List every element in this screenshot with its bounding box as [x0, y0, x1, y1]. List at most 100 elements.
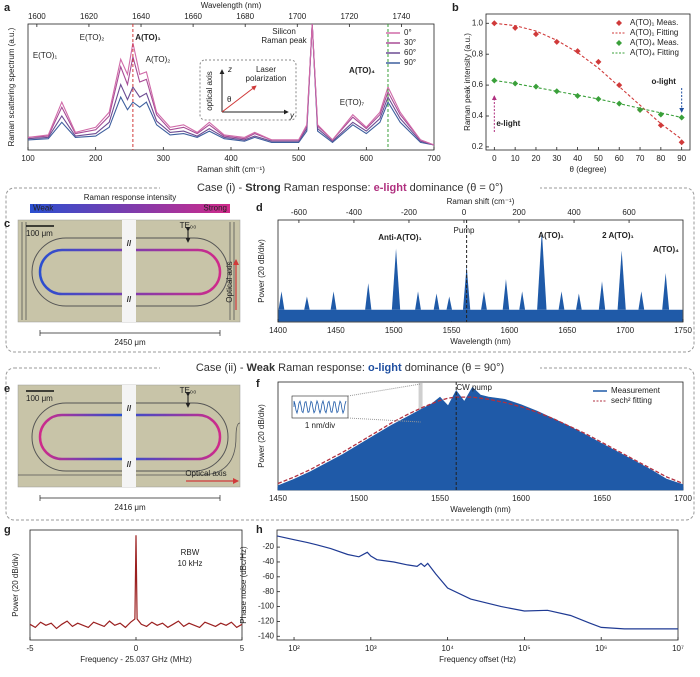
- gap: [122, 220, 136, 322]
- legend-label: A(TO)₄ Fitting: [630, 48, 679, 57]
- data-point: [657, 122, 664, 129]
- trace: [276, 535, 678, 630]
- data-point: [595, 58, 602, 65]
- case-part: Case (i) -: [197, 182, 245, 194]
- trace: [29, 535, 243, 630]
- axis-label: Optical axis: [185, 469, 226, 478]
- case-part: Strong: [245, 182, 280, 194]
- panel-letter: c: [4, 218, 10, 230]
- data-point: [616, 82, 623, 89]
- x-tick-label: 200: [89, 154, 103, 163]
- x-tick-label: 0: [134, 644, 139, 653]
- comb-line: [502, 279, 510, 310]
- y-axis-label: Raman peak intensity (a.u.): [463, 33, 472, 131]
- comb-line: [365, 283, 372, 310]
- scale-label: 100 μm: [26, 229, 53, 238]
- comb-line: [481, 291, 487, 310]
- y-tick-label: 0.8: [472, 49, 484, 58]
- case-part: o-light: [368, 362, 402, 374]
- comb-line: [304, 296, 310, 310]
- x-tick-label: 600: [360, 154, 374, 163]
- x2-tick-label: -600: [291, 208, 308, 217]
- legend-label: A(TO)₄ Meas.: [630, 38, 679, 47]
- legend-label: 30°: [404, 38, 416, 47]
- legend-label: 0°: [404, 28, 412, 37]
- x2-tick-label: 1620: [80, 12, 98, 21]
- y-tick-label: -120: [258, 617, 275, 626]
- panel-letter: b: [452, 2, 459, 14]
- colorbar-low: Weak: [33, 204, 54, 213]
- gap: [122, 385, 136, 487]
- colorbar-high: Strong: [203, 204, 227, 213]
- legend-label: A(TO)₁ Meas.: [630, 18, 678, 27]
- colorbar: [30, 204, 230, 213]
- annotation: A(TO)₄: [349, 66, 375, 75]
- x-axis-label: θ (degree): [570, 165, 607, 174]
- annotation: A(TO)₁: [538, 231, 564, 240]
- x-tick-label: 10⁴: [441, 644, 454, 653]
- x-tick-label: 40: [573, 154, 582, 163]
- annotation: E(TO)₇: [340, 98, 365, 107]
- data-point: [491, 77, 498, 84]
- inset-label: optical axis: [205, 71, 214, 111]
- annotation: CW pump: [456, 383, 492, 392]
- x2-tick-label: 1680: [236, 12, 254, 21]
- x2-tick-label: 1600: [28, 12, 46, 21]
- annotation: o-light: [651, 77, 676, 86]
- annotation: A(TO)₂: [146, 55, 171, 64]
- x-tick-label: 0: [492, 154, 497, 163]
- data-point: [637, 106, 644, 113]
- inset-trace: [293, 399, 347, 415]
- x2-axis-label: Wavelength (nm): [201, 1, 262, 10]
- annotation: E(TO)₁: [33, 51, 58, 60]
- bus-waveguide: [18, 422, 241, 476]
- panel-letter: h: [256, 524, 263, 536]
- x-tick-label: 1450: [269, 494, 287, 503]
- x-tick-label: 20: [532, 154, 541, 163]
- annotation: A(TO)₄: [653, 245, 679, 254]
- comb-line: [278, 291, 285, 310]
- case-header-bg: [160, 361, 540, 375]
- legend-label: sech² fitting: [611, 396, 652, 405]
- comb-line: [598, 281, 606, 310]
- x2-tick-label: 0: [462, 208, 467, 217]
- data-point: [512, 80, 519, 87]
- y-axis-label: Raman scattering spectrum (a.u.): [7, 27, 16, 146]
- polarization-arrow: [221, 85, 257, 113]
- x-tick-label: 10⁷: [672, 644, 684, 653]
- x2-tick-label: 400: [567, 208, 581, 217]
- case-header-bg: [160, 181, 540, 195]
- data-point: [553, 88, 560, 95]
- case-part: dominance (θ = 0°): [407, 182, 503, 194]
- comb-line: [576, 293, 582, 310]
- x-axis-label: Frequency offset (Hz): [439, 655, 516, 664]
- annotation: Raman peak: [261, 36, 307, 45]
- axis-label: Optical axis: [225, 261, 234, 302]
- spectrum-line: [27, 23, 435, 146]
- legend-label: A(TO)₁ Fitting: [630, 28, 678, 37]
- x-tick-label: 300: [157, 154, 171, 163]
- spectrum-line: [27, 23, 435, 146]
- plot-frame: [485, 13, 691, 151]
- panel-letter: e: [4, 383, 10, 395]
- y-axis-label: Phase noise (dBc/Hz): [239, 546, 248, 624]
- panel-letter: g: [4, 524, 11, 536]
- spectrum-line: [27, 23, 435, 146]
- spectrum-line: [27, 23, 435, 146]
- case-part: Raman response:: [281, 182, 374, 194]
- y-tick-label: -60: [262, 572, 274, 581]
- x-tick-label: 60: [615, 154, 624, 163]
- fit-line: [494, 79, 682, 119]
- comb-line: [391, 248, 401, 310]
- x-tick-label: 1550: [431, 494, 449, 503]
- case-part: Weak: [247, 362, 276, 374]
- x-tick-label: 1600: [501, 326, 519, 335]
- y-tick-label: -140: [258, 631, 275, 640]
- annotation: Pump: [454, 226, 475, 235]
- comb-line: [519, 291, 526, 310]
- x-tick-label: 10⁵: [518, 644, 530, 653]
- comb-line: [446, 296, 453, 310]
- dimension-label: 2416 μm: [114, 503, 146, 512]
- plot-frame: [277, 219, 684, 323]
- x-tick-label: 10⁶: [595, 644, 607, 653]
